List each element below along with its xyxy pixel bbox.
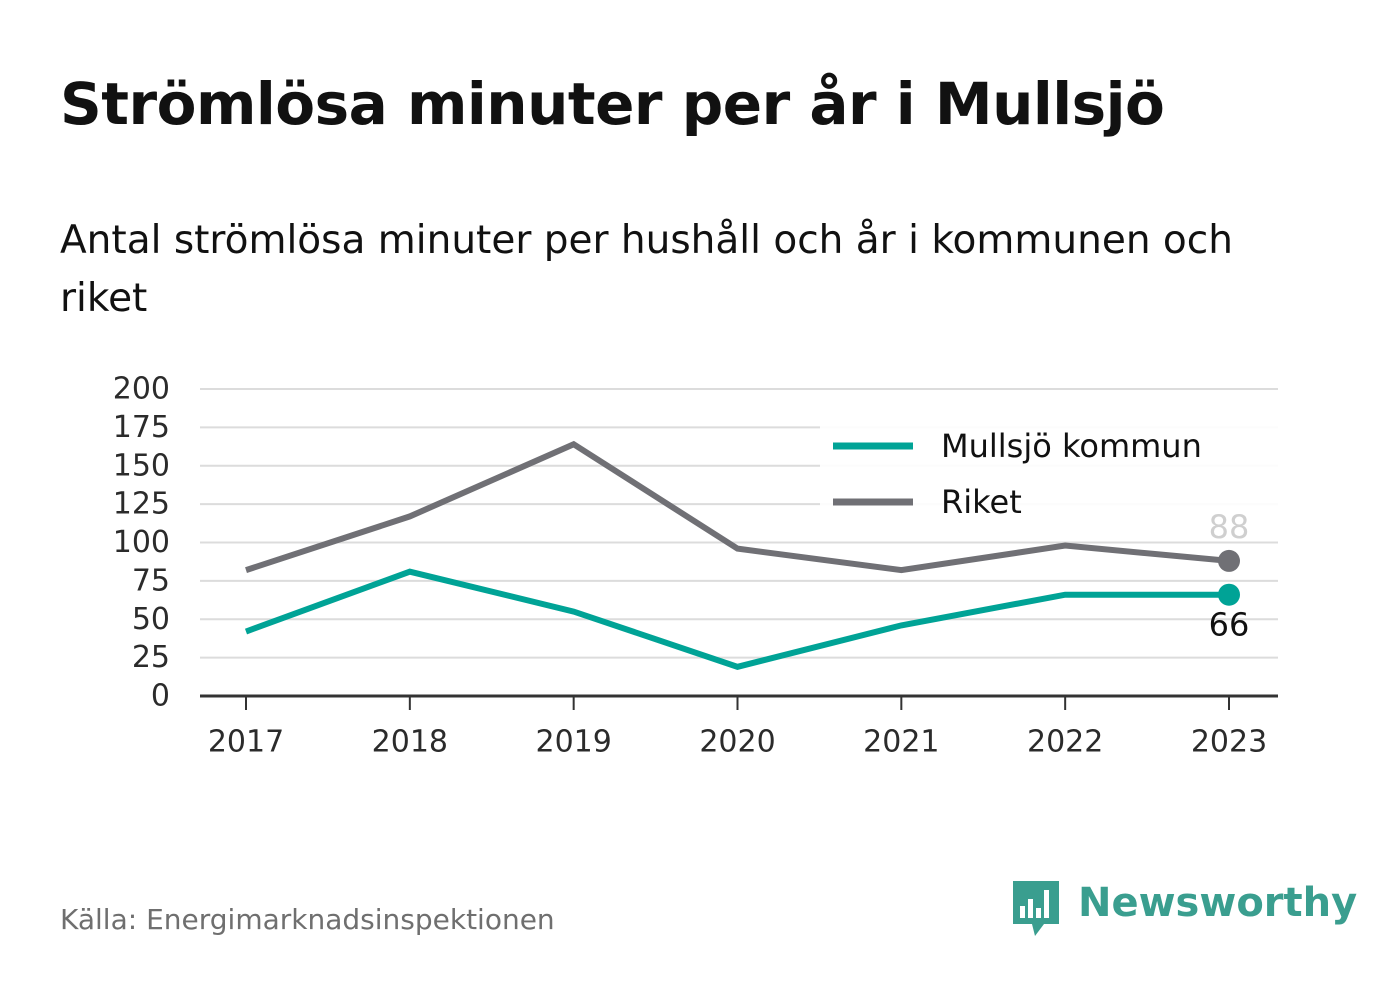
y-tick-label: 0 — [151, 679, 170, 714]
y-tick-label: 100 — [113, 525, 170, 560]
legend-label-mullsjo: Mullsjö kommun — [941, 427, 1202, 465]
series-line-mullsjo — [244, 568, 1229, 670]
x-tick-label: 2018 — [372, 725, 448, 760]
y-tick-label: 125 — [113, 487, 170, 522]
bar-chart-speech-bubble-icon — [1013, 881, 1059, 936]
end-label-mullsjo: 66 — [1209, 606, 1250, 644]
x-tick-label: 2019 — [535, 725, 611, 760]
series-lines — [244, 440, 1240, 670]
end-label-riket: 88 — [1209, 508, 1250, 546]
y-tick-label: 50 — [132, 602, 170, 637]
brand-name: Newsworthy — [1078, 880, 1358, 926]
source-note: Källa: Energimarknadsinspektionen — [60, 903, 555, 936]
x-tick-label: 2023 — [1191, 725, 1267, 760]
chart-title: Strömlösa minuter per år i Mullsjö — [60, 70, 1165, 138]
legend: Mullsjö kommun Riket — [820, 422, 1278, 522]
x-tick-label: 2021 — [863, 725, 939, 760]
x-tick-label: 2017 — [208, 725, 284, 760]
y-tick-label: 175 — [113, 410, 170, 445]
legend-label-riket: Riket — [941, 483, 1022, 521]
y-tick-label: 25 — [132, 640, 170, 675]
chart-subtitle: Antal strömlösa minuter per hushåll och … — [60, 218, 1233, 321]
y-tick-label: 200 — [113, 372, 170, 407]
x-tick-label: 2022 — [1027, 725, 1103, 760]
endpoint-marker-riket — [1218, 549, 1240, 572]
series-line-riket — [245, 440, 1230, 574]
end-labels: 66 88 — [1209, 508, 1250, 644]
endpoint-marker-mullsjo — [1218, 583, 1240, 606]
y-tick-label: 150 — [113, 448, 170, 483]
x-tick-label: 2020 — [699, 725, 775, 760]
brand-logo: Newsworthy — [1010, 878, 1357, 940]
y-tick-label: 75 — [132, 563, 170, 598]
